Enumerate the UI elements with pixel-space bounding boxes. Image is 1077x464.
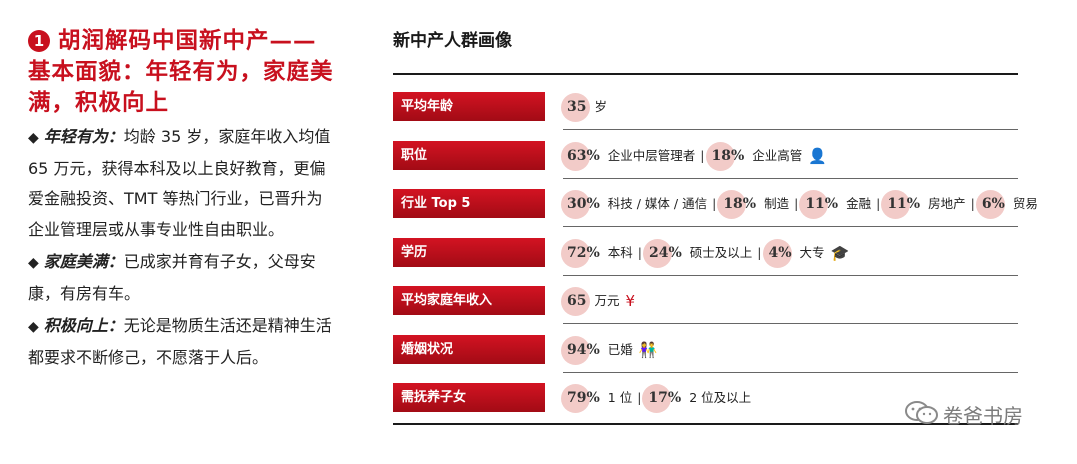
- section-heading-text: 胡润解码中国新中产——基本面貌：年轻有为，家庭美满，积极向上: [28, 28, 334, 116]
- value-divider: |: [700, 147, 705, 163]
- intro-paragraph: ◆ 年轻有为：均龄 35 岁，家庭年收入均值 65 万元，获得本科及以上良好教育，…: [28, 122, 336, 245]
- row-separator: [563, 177, 1018, 179]
- row-label: 需抚养子女: [393, 383, 545, 412]
- stat-value: 24%: [643, 238, 684, 268]
- section-heading: 1 胡润解码中国新中产——基本面貌：年轻有为，家庭美满，积极向上: [28, 26, 336, 119]
- persona-row: 婚姻状况 94% 已婚 👫: [393, 334, 1018, 384]
- stat-value: 30%: [561, 190, 602, 219]
- value-divider: |: [876, 196, 881, 211]
- stat-label: 1 位: [603, 390, 633, 405]
- stat-label: 企业高管: [748, 147, 803, 163]
- value-divider: |: [757, 244, 762, 260]
- stat-value: 17%: [642, 384, 683, 413]
- row-values: 72% 本科 | 24% 硕士及以上 | 4% 大专 🎓: [561, 238, 850, 268]
- couple-icon: 👫: [638, 340, 658, 359]
- persona-row: 需抚养子女 79% 1 位 | 17% 2 位及以上: [393, 383, 1018, 432]
- diamond-bullet-icon: ◆: [28, 130, 39, 146]
- persona-row: 行业 Top 5 30% 科技 / 媒体 / 通信 | 18% 制造 | 11% 金融 | 1…: [393, 189, 1038, 238]
- row-separator: [563, 226, 1018, 227]
- row-label: 学历: [393, 237, 545, 267]
- intro-paragraph: ◆ 家庭美满：已成家并育有子女，父母安康，有房有车。: [28, 247, 336, 309]
- stat-value: 35: [560, 93, 591, 122]
- persona-row: 职位 63% 企业中层管理者 | 18% 企业高管 👤: [393, 140, 1018, 190]
- stat-value: 18%: [705, 141, 747, 171]
- stat-value: 94%: [561, 335, 602, 365]
- stat-value: 11%: [881, 190, 922, 219]
- row-label: 职位: [393, 140, 545, 170]
- stat-value: 65: [560, 287, 591, 316]
- persona-row: 平均年龄 35 岁: [393, 92, 1018, 141]
- stat-value: 63%: [561, 141, 602, 171]
- row-values: 94% 已婚 👫: [561, 335, 658, 365]
- stat-label: 金融: [842, 196, 872, 211]
- stat-label: 已婚: [603, 341, 633, 357]
- row-values: 63% 企业中层管理者 | 18% 企业高管 👤: [561, 141, 827, 171]
- diamond-bullet-icon: ◆: [28, 255, 39, 271]
- row-separator: [563, 371, 1018, 373]
- paragraph-text: 无论是物质生活还是精神生活都要求不断修己，不愿落于人后。: [28, 316, 332, 367]
- stat-label: 制造: [760, 196, 790, 211]
- paragraph-keyword: 积极向上：: [43, 316, 124, 335]
- intro-paragraph: ◆ 积极向上：无论是物质生活还是精神生活都要求不断修己，不愿落于人后。: [28, 311, 336, 373]
- stat-label: 2 位及以上: [685, 390, 752, 405]
- row-values: 30% 科技 / 媒体 / 通信 | 18% 制造 | 11% 金融 | 11% 房地产 | 6…: [561, 189, 1038, 219]
- value-divider: |: [637, 390, 642, 405]
- value-divider: |: [970, 196, 975, 211]
- value-divider: |: [712, 196, 717, 211]
- stat-value: 6%: [975, 190, 1007, 219]
- stat-value: 18%: [717, 190, 758, 219]
- person-icon: 👤: [808, 146, 827, 165]
- panel-top-rule: [393, 73, 1018, 75]
- watermark-text: 卷爸书房: [943, 404, 1023, 428]
- wechat-icon: [905, 400, 939, 431]
- stat-value: 72%: [561, 238, 602, 268]
- watermark: 卷爸书房: [905, 400, 1023, 431]
- section-number-badge: 1: [28, 30, 50, 52]
- intro-column: 1 胡润解码中国新中产——基本面貌：年轻有为，家庭美满，积极向上 ◆ 年轻有为：均龄…: [28, 26, 336, 373]
- row-separator: [393, 423, 1018, 425]
- persona-row: 平均家庭年收入 65 万元 ¥: [393, 286, 1018, 335]
- stat-label: 本科: [603, 244, 633, 260]
- stat-label: 贸易: [1008, 196, 1038, 211]
- panel-title: 新中产人群画像: [393, 31, 512, 51]
- paragraph-keyword: 年轻有为：: [43, 127, 124, 146]
- paragraph-keyword: 家庭美满：: [43, 252, 124, 271]
- yuan-icon: ¥: [625, 292, 636, 310]
- stat-value: 11%: [799, 190, 840, 219]
- diamond-bullet-icon: ◆: [28, 319, 39, 335]
- row-separator: [563, 274, 1018, 276]
- stat-label: 岁: [590, 99, 607, 114]
- row-separator: [563, 129, 1018, 130]
- value-divider: |: [794, 196, 799, 211]
- row-label: 行业 Top 5: [393, 189, 545, 218]
- stat-label: 硕士及以上: [685, 244, 753, 260]
- stat-label: 企业中层管理者: [603, 147, 696, 163]
- row-separator: [563, 323, 1018, 324]
- row-values: 65 万元 ¥: [560, 286, 636, 316]
- graduation-cap-icon: 🎓: [830, 243, 850, 262]
- stat-value: 4%: [762, 238, 794, 268]
- persona-panel: 新中产人群画像 平均年龄 35 岁职位 63% 企业中层管理者 | 18% 企业高管 👤 行…: [393, 26, 1038, 425]
- stat-label: 房地产: [924, 196, 966, 211]
- row-label: 平均年龄: [393, 92, 545, 121]
- paragraph-text: 已成家并育有子女，父母安康，有房有车。: [28, 252, 316, 303]
- row-values: 79% 1 位 | 17% 2 位及以上: [561, 383, 752, 413]
- stat-label: 大专: [795, 244, 825, 260]
- row-label: 婚姻状况: [393, 334, 545, 364]
- stat-label: 万元: [590, 293, 620, 308]
- stat-label: 科技 / 媒体 / 通信: [603, 196, 708, 211]
- intro-paragraphs: ◆ 年轻有为：均龄 35 岁，家庭年收入均值 65 万元，获得本科及以上良好教育，…: [28, 122, 336, 373]
- stat-value: 79%: [561, 384, 602, 413]
- paragraph-text: 均龄 35 岁，家庭年收入均值 65 万元，获得本科及以上良好教育，更偏爱金融投…: [28, 127, 331, 239]
- persona-row: 学历 72% 本科 | 24% 硕士及以上 | 4% 大专 🎓: [393, 237, 1018, 287]
- value-divider: |: [637, 244, 642, 260]
- row-label: 平均家庭年收入: [393, 286, 545, 315]
- row-values: 35 岁: [560, 92, 607, 122]
